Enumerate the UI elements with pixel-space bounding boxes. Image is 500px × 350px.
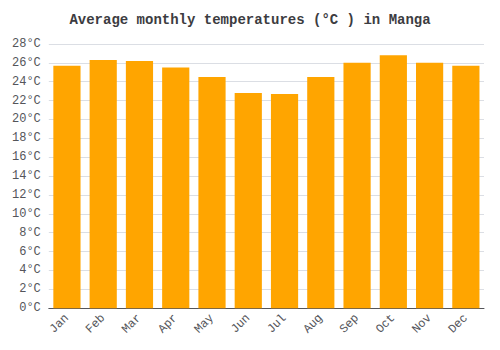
svg-text:0°C: 0°C: [19, 301, 41, 315]
svg-text:Apr: Apr: [156, 311, 181, 336]
svg-text:Average monthly temperatures (: Average monthly temperatures (°C ) in Ma…: [69, 12, 431, 28]
svg-text:Jun: Jun: [228, 311, 253, 336]
svg-text:20°C: 20°C: [12, 112, 41, 126]
svg-text:10°C: 10°C: [12, 207, 41, 221]
svg-text:14°C: 14°C: [12, 169, 41, 183]
svg-text:Mar: Mar: [119, 311, 144, 336]
svg-text:Jan: Jan: [47, 311, 72, 336]
svg-text:Nov: Nov: [409, 311, 434, 336]
svg-text:Feb: Feb: [83, 311, 108, 336]
svg-text:4°C: 4°C: [19, 263, 41, 277]
svg-text:12°C: 12°C: [12, 188, 41, 202]
svg-text:16°C: 16°C: [12, 150, 41, 164]
svg-text:Dec: Dec: [446, 311, 471, 336]
svg-text:Aug: Aug: [301, 311, 326, 336]
svg-text:26°C: 26°C: [12, 56, 41, 70]
svg-text:Jul: Jul: [264, 311, 289, 336]
svg-text:6°C: 6°C: [19, 245, 41, 259]
svg-text:18°C: 18°C: [12, 131, 41, 145]
svg-text:May: May: [192, 311, 217, 336]
svg-text:8°C: 8°C: [19, 226, 41, 240]
svg-text:22°C: 22°C: [12, 94, 41, 108]
svg-text:2°C: 2°C: [19, 282, 41, 296]
svg-text:28°C: 28°C: [12, 37, 41, 51]
svg-text:24°C: 24°C: [12, 75, 41, 89]
svg-text:Oct: Oct: [373, 311, 398, 336]
svg-text:Sep: Sep: [337, 311, 362, 336]
